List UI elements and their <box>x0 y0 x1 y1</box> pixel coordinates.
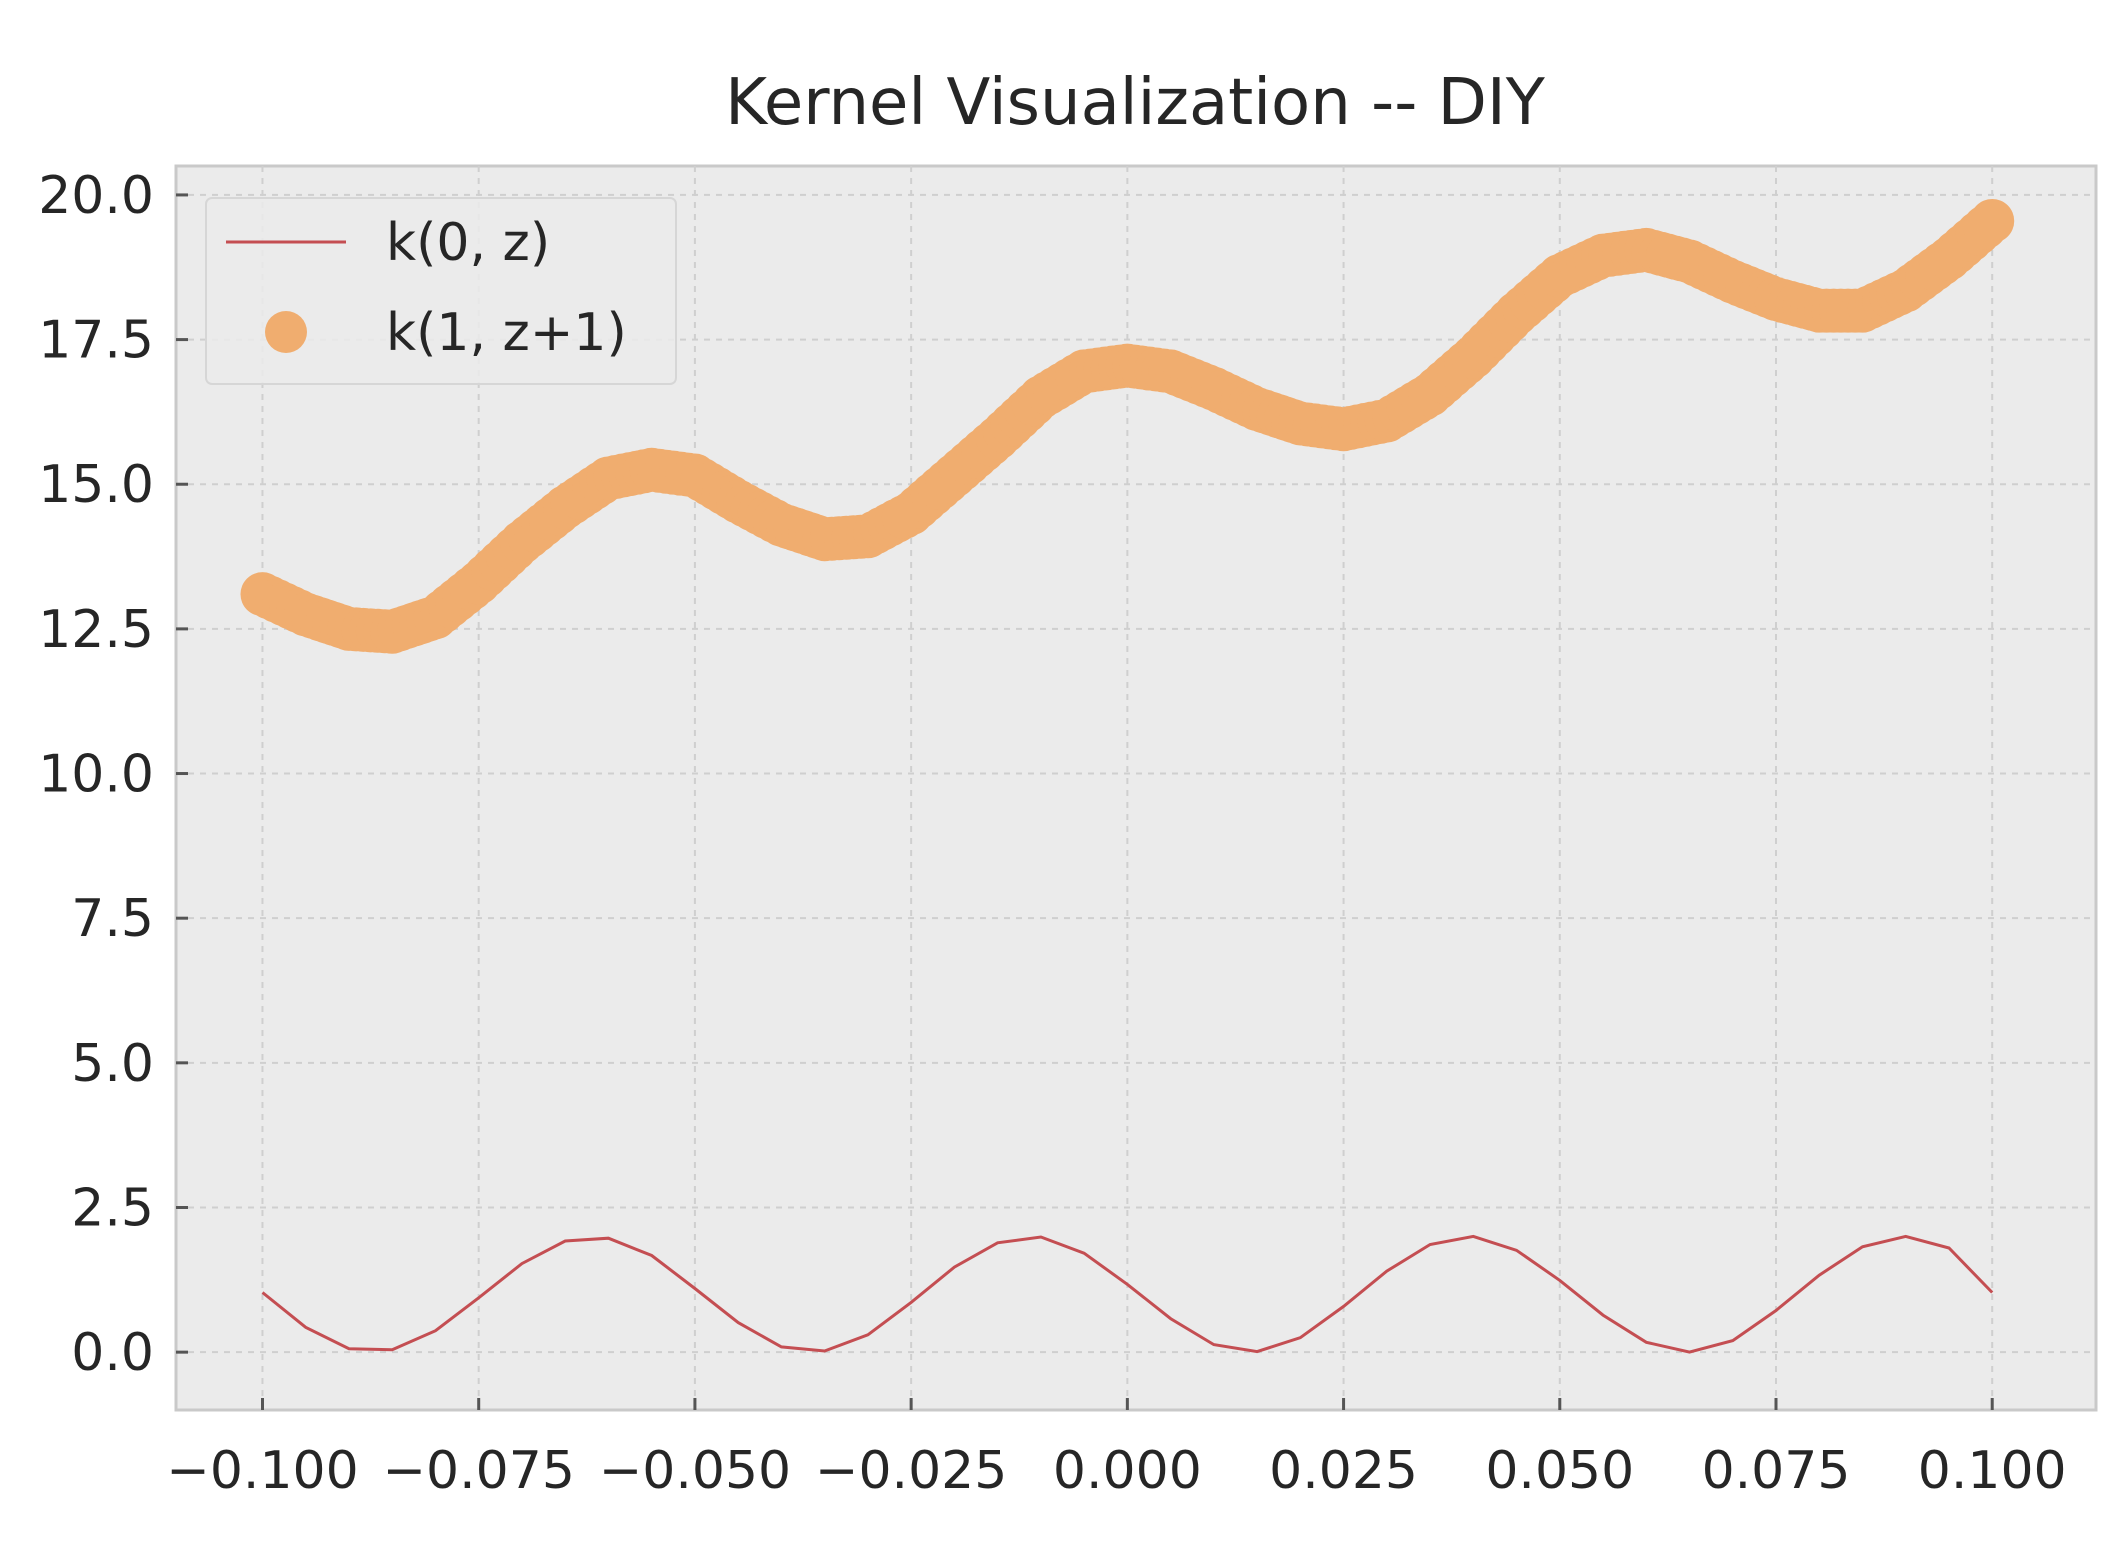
x-tick-label: 0.000 <box>1053 1441 1202 1501</box>
tick-layer: −0.100 −0.075 −0.050 −0.025 0.000 0.025 0.050 0… <box>38 166 2066 1501</box>
series-layer <box>240 198 2015 1354</box>
legend-label-k0z: k(0, z) <box>386 213 550 273</box>
y-tick-label: 0.0 <box>71 1323 154 1383</box>
y-tick-label: 12.5 <box>38 600 154 660</box>
legend-swatch-dot <box>265 311 307 353</box>
series-line-0 <box>261 1234 1994 1354</box>
chart-title: Kernel Visualization -- DIY <box>725 66 1546 140</box>
y-tick-label: 17.5 <box>38 311 154 371</box>
x-tick-label: 0.100 <box>1918 1441 2067 1501</box>
x-tick-label: −0.025 <box>815 1441 1007 1501</box>
series-point <box>1970 198 2015 243</box>
x-tick-label: −0.050 <box>599 1441 791 1501</box>
x-tick-label: −0.100 <box>166 1441 358 1501</box>
legend-label-k1z1: k(1, z+1) <box>386 303 627 363</box>
x-tick-label: 0.050 <box>1485 1441 1634 1501</box>
y-tick-label: 20.0 <box>38 166 154 226</box>
y-tick-label: 15.0 <box>38 455 154 515</box>
y-tick-label: 5.0 <box>71 1034 154 1094</box>
x-tick-label: 0.075 <box>1702 1441 1851 1501</box>
x-tick-label: 0.025 <box>1269 1441 1418 1501</box>
legend-box <box>205 197 677 385</box>
y-tick-label: 10.0 <box>38 745 154 805</box>
legend: k(0, z) k(1, z+1) <box>205 197 677 385</box>
y-tick-label: 7.5 <box>71 889 154 949</box>
y-tick-label: 2.5 <box>71 1178 154 1238</box>
x-tick-label: −0.075 <box>382 1441 574 1501</box>
